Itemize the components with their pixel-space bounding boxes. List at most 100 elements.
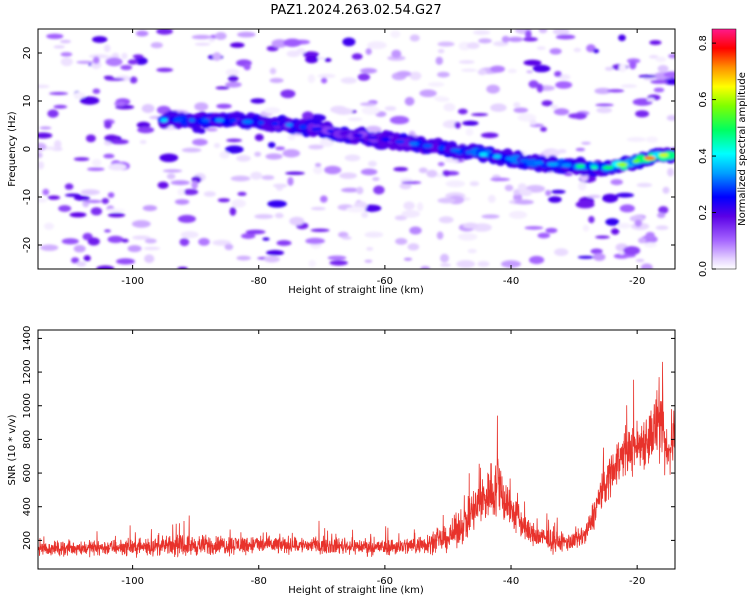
heatmap-cell (595, 103, 614, 107)
heatmap-cell (480, 132, 499, 139)
heatmap-cell (127, 59, 139, 65)
heatmap-cell (640, 263, 653, 269)
heatmap-cell (437, 162, 445, 167)
heatmap-cell (39, 126, 52, 130)
heatmap-cell (127, 245, 142, 253)
heatmap-cell (396, 70, 412, 77)
heatmap-cell (143, 246, 161, 251)
heatmap-cell (607, 89, 625, 93)
heatmap-cell (137, 126, 155, 134)
heatmap-cell (487, 194, 496, 203)
heatmap-cell (532, 64, 551, 73)
heatmap-cell (662, 186, 670, 194)
heatmap-cell (555, 81, 573, 89)
heatmap-cell (638, 237, 647, 244)
heatmap-cell (619, 204, 635, 213)
heatmap-cell (262, 237, 270, 241)
heatmap-cell (564, 172, 573, 176)
heatmap-cell (340, 77, 357, 84)
heatmap-cell (553, 108, 570, 116)
heatmap-cell (490, 65, 505, 73)
heatmap-cell (225, 145, 244, 154)
heatmap-cell (85, 199, 103, 204)
heatmap-cell (618, 34, 626, 42)
heatmap-cell (433, 96, 448, 101)
heatmap-cell (458, 233, 478, 241)
heatmap-cell (271, 121, 279, 126)
heatmap-cell (60, 57, 73, 67)
heatmap-cell (653, 87, 665, 93)
heatmap-cell (351, 53, 363, 60)
heatmap-cell (426, 169, 438, 178)
heatmap-cell (282, 149, 301, 158)
colorbar-tick-label: 0.6 (698, 92, 709, 108)
heatmap-cell (144, 238, 157, 244)
heatmap-cell (395, 139, 405, 144)
spectrogram-y-ticks: -20 -10 0 10 20 (22, 47, 675, 253)
heatmap-cell (450, 148, 461, 153)
heatmap-cell (575, 164, 586, 169)
heatmap-cell (391, 49, 402, 59)
x-tick-label: -60 (377, 576, 393, 587)
heatmap-cell (655, 225, 669, 230)
heatmap-cell (38, 84, 50, 89)
heatmap-cell (393, 167, 409, 172)
heatmap-cell (242, 119, 253, 124)
heatmap-cell (364, 231, 384, 238)
heatmap-cell (194, 42, 211, 46)
heatmap-cell (409, 226, 422, 235)
heatmap-cell (106, 208, 126, 213)
heatmap-cell (552, 29, 570, 36)
heatmap-cell (144, 254, 155, 263)
heatmap-cell (381, 137, 391, 142)
heatmap-cell (582, 224, 590, 232)
heatmap-cell (581, 141, 591, 145)
heatmap-cell (241, 233, 256, 239)
y-tick-label: 1400 (22, 326, 33, 351)
heatmap-cell (243, 63, 251, 71)
heatmap-cell (46, 33, 64, 39)
y-tick-label: 1200 (22, 359, 33, 384)
heatmap-cell (324, 165, 342, 175)
heatmap-cell (237, 31, 256, 38)
heatmap-cell (116, 258, 135, 265)
heatmap-cell (437, 41, 455, 47)
snr-y-axis-label: SNR (10 * v/v) (7, 414, 18, 485)
heatmap-cell (141, 104, 155, 113)
heatmap-cell (250, 98, 266, 104)
heatmap-cell (38, 161, 45, 170)
heatmap-cell (181, 147, 202, 153)
heatmap-cell (546, 162, 559, 167)
heatmap-cell (517, 113, 537, 122)
heatmap-cell (38, 198, 48, 203)
heatmap-cell (226, 138, 243, 143)
heatmap-cell (644, 156, 656, 161)
heatmap-cell (129, 76, 138, 84)
heatmap-cell (266, 250, 285, 256)
heatmap-cell (330, 105, 348, 114)
heatmap-cell (159, 153, 179, 163)
heatmap-cell (166, 173, 176, 180)
y-tick-label: 0 (22, 146, 33, 152)
heatmap-cell (302, 111, 314, 121)
heatmap-cell (638, 74, 657, 78)
x-tick-label: -80 (251, 276, 267, 287)
heatmap-cell (170, 180, 190, 186)
heatmap-cell (121, 238, 129, 243)
heatmap-cell (554, 248, 569, 256)
heatmap-cell (663, 71, 675, 78)
heatmap-cell (263, 255, 280, 263)
heatmap-cell (360, 68, 378, 74)
heatmap-cell (230, 42, 245, 48)
heatmap-cell (466, 42, 480, 49)
heatmap-cell (110, 139, 129, 145)
heatmap-cell (150, 42, 163, 49)
heatmap-cell (76, 60, 94, 64)
heatmap-cell (103, 153, 115, 159)
heatmap-cell (403, 201, 415, 210)
heatmap-cell (217, 198, 230, 203)
colorbar: 0.0 0.2 0.4 0.6 0.8 Normalized spectral ampl… (698, 28, 748, 277)
heatmap-cell (504, 184, 514, 192)
heatmap-cell (427, 82, 445, 87)
heatmap-cell (548, 149, 562, 155)
